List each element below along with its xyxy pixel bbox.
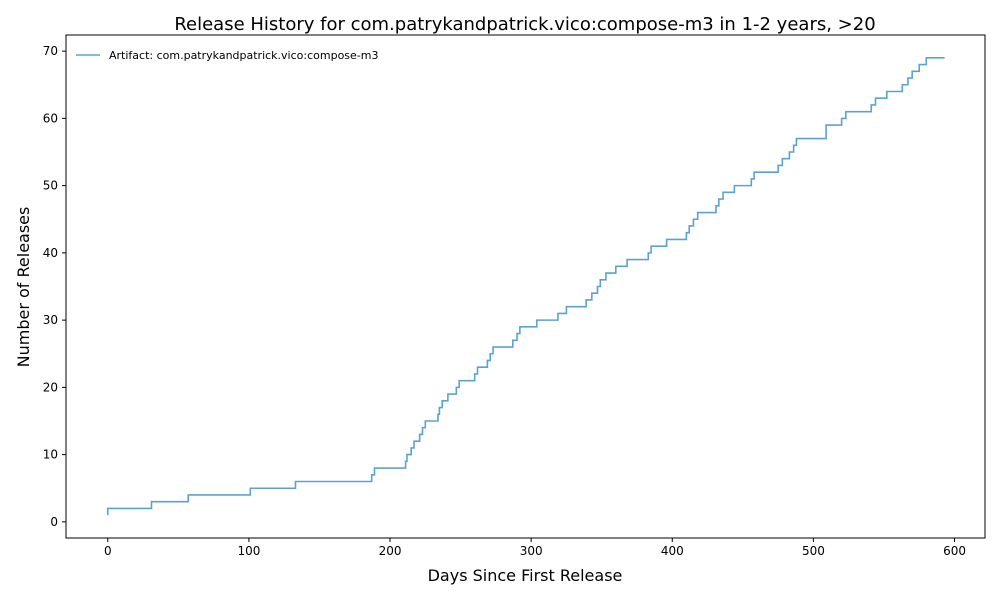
y-tick-label: 20 xyxy=(43,380,58,394)
y-tick-label: 50 xyxy=(43,179,58,193)
y-tick-label: 40 xyxy=(43,246,58,260)
y-axis-ticks: 0 10 20 30 40 50 60 70 xyxy=(43,44,66,529)
series-line xyxy=(106,57,945,516)
y-tick-label: 10 xyxy=(43,448,58,462)
x-tick-label: 600 xyxy=(943,544,966,558)
x-tick-label: 0 xyxy=(104,544,112,558)
y-tick-label: 60 xyxy=(43,111,58,125)
y-tick-label: 70 xyxy=(43,44,58,58)
x-tick-label: 200 xyxy=(379,544,402,558)
y-tick-label: 0 xyxy=(50,515,58,529)
plot-area xyxy=(65,34,986,539)
x-tick-label: 300 xyxy=(520,544,543,558)
x-axis-label: Days Since First Release xyxy=(428,566,623,585)
chart-title: Release History for com.patrykandpatrick… xyxy=(174,14,875,35)
series-layer xyxy=(106,57,945,516)
legend-label: Artifact: com.patrykandpatrick.vico:comp… xyxy=(109,49,379,62)
x-tick-label: 500 xyxy=(802,544,825,558)
plot-frame xyxy=(65,34,986,539)
y-tick-label: 30 xyxy=(43,313,58,327)
x-tick-label: 100 xyxy=(237,544,260,558)
y-axis-label: Number of Releases xyxy=(14,207,33,368)
x-tick-label: 400 xyxy=(661,544,684,558)
x-axis-ticks: 0 100 200 300 400 500 600 xyxy=(104,538,966,558)
legend: Artifact: com.patrykandpatrick.vico:comp… xyxy=(76,49,379,62)
